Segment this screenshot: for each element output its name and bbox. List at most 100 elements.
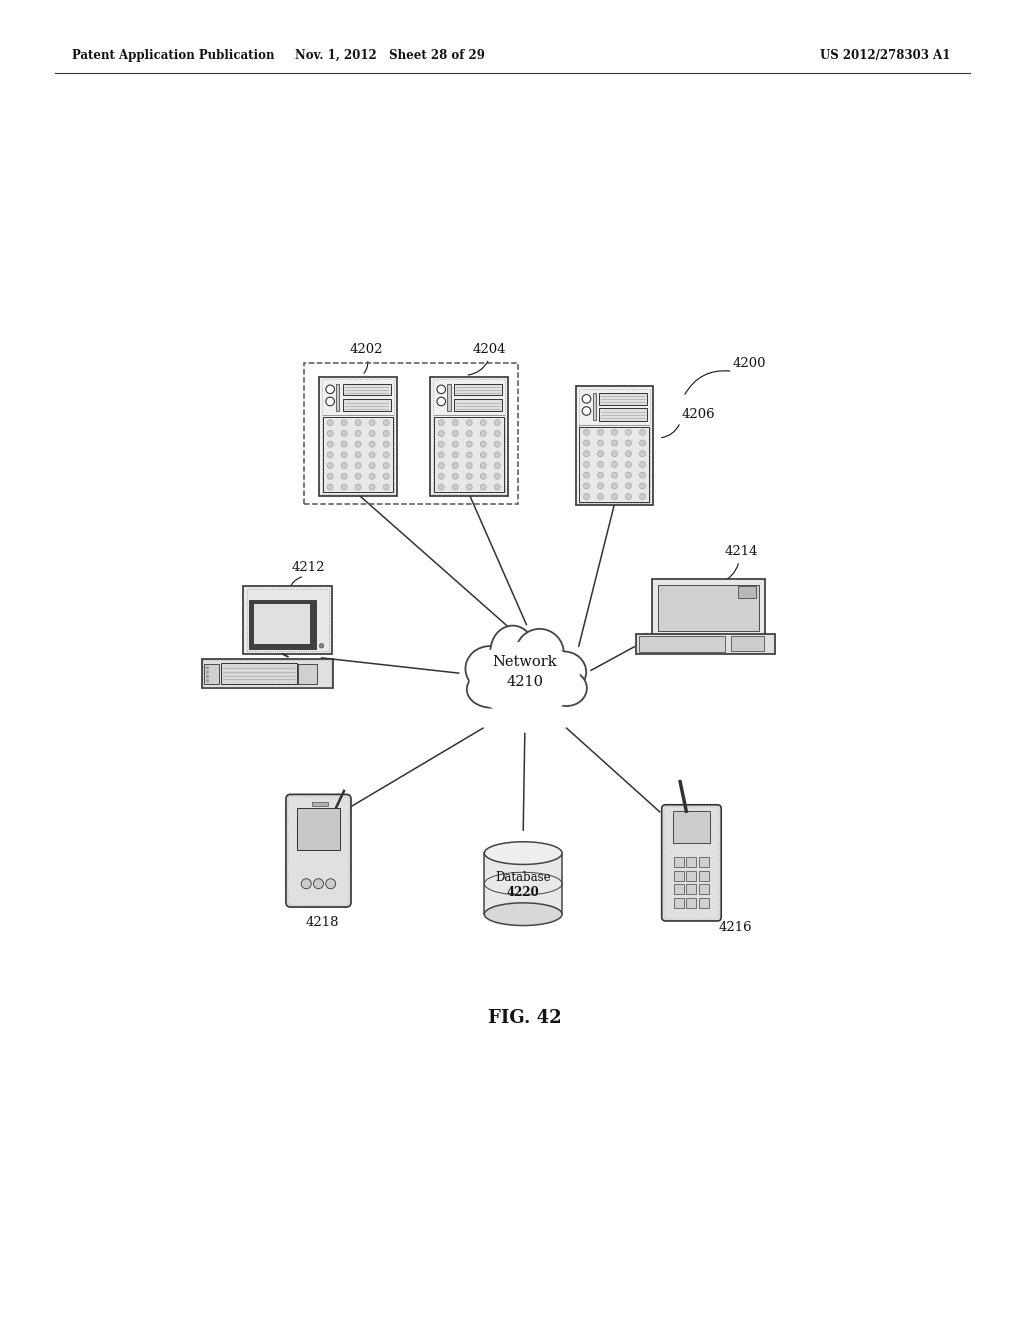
Circle shape xyxy=(453,420,459,426)
Circle shape xyxy=(341,441,347,447)
Circle shape xyxy=(495,474,501,479)
Text: FIG. 42: FIG. 42 xyxy=(488,1010,561,1027)
Circle shape xyxy=(369,462,375,469)
Circle shape xyxy=(438,451,444,458)
FancyBboxPatch shape xyxy=(662,805,721,921)
Circle shape xyxy=(453,474,459,479)
Circle shape xyxy=(327,420,333,426)
Circle shape xyxy=(327,484,333,490)
Ellipse shape xyxy=(481,675,568,713)
Circle shape xyxy=(341,430,347,437)
Circle shape xyxy=(584,450,590,457)
Circle shape xyxy=(369,451,375,458)
Circle shape xyxy=(480,430,486,437)
Bar xyxy=(674,857,684,867)
Bar xyxy=(636,634,775,653)
Circle shape xyxy=(341,484,347,490)
Bar xyxy=(575,387,653,506)
Ellipse shape xyxy=(484,842,562,865)
Bar xyxy=(221,663,297,684)
Bar xyxy=(484,853,562,915)
Bar xyxy=(599,393,647,405)
Circle shape xyxy=(466,474,472,479)
Circle shape xyxy=(355,462,361,469)
Circle shape xyxy=(313,879,324,888)
Circle shape xyxy=(495,451,501,458)
Circle shape xyxy=(206,671,209,673)
Ellipse shape xyxy=(547,671,587,706)
Circle shape xyxy=(326,397,335,405)
Circle shape xyxy=(611,483,617,488)
Bar xyxy=(674,884,684,895)
Ellipse shape xyxy=(469,642,581,715)
Bar xyxy=(454,384,502,396)
Circle shape xyxy=(480,474,486,479)
Circle shape xyxy=(326,385,335,393)
Bar xyxy=(686,884,696,895)
Circle shape xyxy=(639,450,645,457)
Circle shape xyxy=(383,430,389,437)
Circle shape xyxy=(301,879,311,888)
Text: 4218: 4218 xyxy=(306,916,339,929)
Circle shape xyxy=(466,430,472,437)
Circle shape xyxy=(383,474,389,479)
Bar xyxy=(738,586,757,598)
Circle shape xyxy=(453,484,459,490)
Ellipse shape xyxy=(542,652,586,693)
Ellipse shape xyxy=(466,645,514,692)
Text: 4216: 4216 xyxy=(718,921,752,933)
Circle shape xyxy=(584,440,590,446)
Circle shape xyxy=(611,429,617,436)
Circle shape xyxy=(437,397,445,405)
Circle shape xyxy=(341,420,347,426)
Bar xyxy=(247,589,329,651)
Text: Network
4210: Network 4210 xyxy=(493,655,557,689)
Circle shape xyxy=(639,462,645,467)
Circle shape xyxy=(438,441,444,447)
Circle shape xyxy=(383,441,389,447)
Circle shape xyxy=(383,462,389,469)
Circle shape xyxy=(327,451,333,458)
Circle shape xyxy=(597,429,603,436)
Circle shape xyxy=(583,395,591,403)
Circle shape xyxy=(355,430,361,437)
Circle shape xyxy=(584,429,590,436)
Circle shape xyxy=(383,451,389,458)
Circle shape xyxy=(369,420,375,426)
Circle shape xyxy=(341,462,347,469)
Circle shape xyxy=(495,430,501,437)
Circle shape xyxy=(327,462,333,469)
Circle shape xyxy=(453,441,459,447)
Circle shape xyxy=(341,451,347,458)
Circle shape xyxy=(480,441,486,447)
Circle shape xyxy=(466,420,472,426)
Circle shape xyxy=(495,441,501,447)
Circle shape xyxy=(584,462,590,467)
Bar xyxy=(651,579,766,635)
Circle shape xyxy=(453,430,459,437)
Ellipse shape xyxy=(515,628,564,678)
Circle shape xyxy=(466,484,472,490)
Bar xyxy=(434,417,504,492)
Circle shape xyxy=(355,484,361,490)
Bar xyxy=(324,417,393,492)
Bar xyxy=(658,585,759,631)
Circle shape xyxy=(639,429,645,436)
Circle shape xyxy=(206,680,209,682)
Bar xyxy=(250,599,316,648)
Circle shape xyxy=(383,484,389,490)
Circle shape xyxy=(626,494,632,499)
Circle shape xyxy=(438,474,444,479)
Circle shape xyxy=(611,462,617,467)
Circle shape xyxy=(480,462,486,469)
Circle shape xyxy=(495,484,501,490)
Bar xyxy=(686,898,696,908)
Bar xyxy=(674,898,684,908)
Circle shape xyxy=(327,441,333,447)
Circle shape xyxy=(597,473,603,478)
Bar xyxy=(203,660,331,688)
Circle shape xyxy=(466,441,472,447)
Ellipse shape xyxy=(484,903,562,925)
Circle shape xyxy=(597,462,603,467)
Circle shape xyxy=(584,494,590,499)
